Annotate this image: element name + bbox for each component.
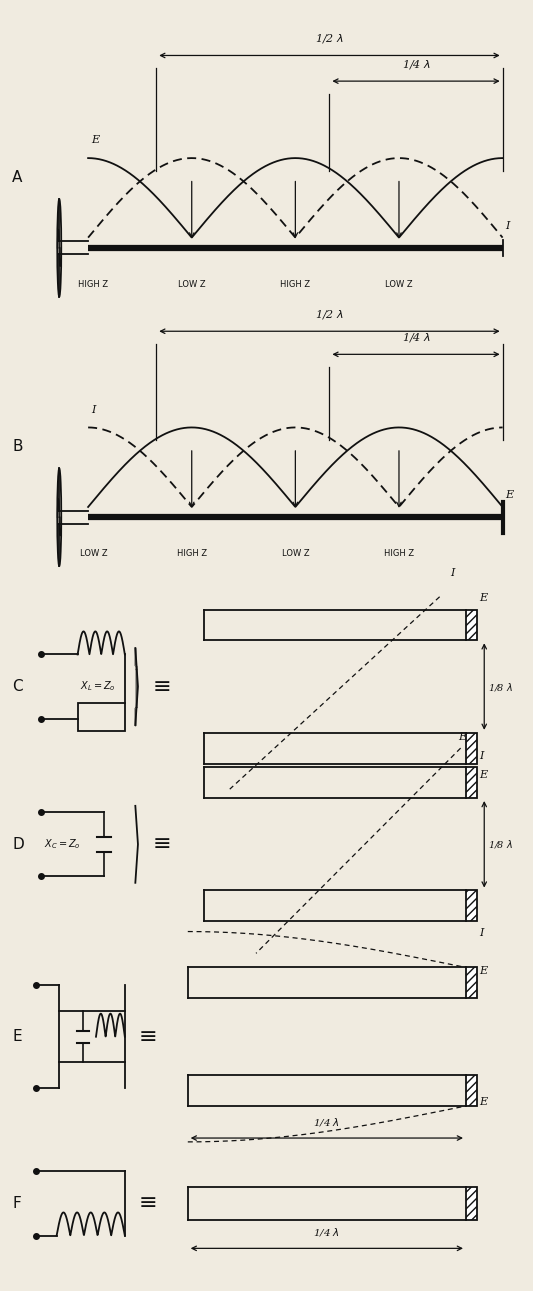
Bar xyxy=(466,1075,478,1106)
Text: I: I xyxy=(505,221,510,231)
Text: HIGH Z: HIGH Z xyxy=(384,549,414,558)
Text: 1/4 $\lambda$: 1/4 $\lambda$ xyxy=(401,58,431,71)
Text: $X_C = Z_o$: $X_C = Z_o$ xyxy=(44,838,80,851)
Bar xyxy=(466,767,478,798)
Text: HIGH Z: HIGH Z xyxy=(176,549,207,558)
Text: E: E xyxy=(458,732,466,742)
Text: ≡: ≡ xyxy=(139,1026,158,1047)
Text: 1/2 $\lambda$: 1/2 $\lambda$ xyxy=(315,32,344,45)
Text: LOW Z: LOW Z xyxy=(385,280,413,289)
Bar xyxy=(466,733,478,763)
Text: D: D xyxy=(12,837,24,852)
Bar xyxy=(466,609,478,640)
Text: $X_L = Z_o$: $X_L = Z_o$ xyxy=(80,679,116,693)
Text: A: A xyxy=(12,170,22,185)
Text: C: C xyxy=(12,679,23,695)
Text: 1/8 $\lambda$: 1/8 $\lambda$ xyxy=(488,680,513,692)
Text: HIGH Z: HIGH Z xyxy=(280,280,310,289)
Text: 1/8 $\lambda$: 1/8 $\lambda$ xyxy=(488,838,513,851)
Text: 1/4 $\lambda$: 1/4 $\lambda$ xyxy=(313,1226,341,1238)
Text: LOW Z: LOW Z xyxy=(178,280,206,289)
Text: I: I xyxy=(479,751,483,760)
Text: I: I xyxy=(91,404,95,414)
Text: F: F xyxy=(12,1195,21,1211)
Text: 1/2 $\lambda$: 1/2 $\lambda$ xyxy=(315,309,344,321)
Text: I: I xyxy=(479,928,483,937)
Text: E: E xyxy=(479,967,487,976)
Bar xyxy=(78,704,125,732)
Bar xyxy=(466,967,478,998)
Text: 1/4 $\lambda$: 1/4 $\lambda$ xyxy=(313,1115,341,1128)
Text: ≡: ≡ xyxy=(152,834,171,855)
Text: B: B xyxy=(12,439,22,454)
Text: E: E xyxy=(505,491,513,500)
Bar xyxy=(466,891,478,922)
Text: ≡: ≡ xyxy=(152,676,171,697)
Text: LOW Z: LOW Z xyxy=(79,549,107,558)
Text: 1/4 $\lambda$: 1/4 $\lambda$ xyxy=(401,330,431,345)
Text: E: E xyxy=(479,593,487,603)
Text: HIGH Z: HIGH Z xyxy=(78,280,108,289)
Text: E: E xyxy=(479,1097,487,1106)
Text: E: E xyxy=(479,769,487,780)
Text: E: E xyxy=(91,136,99,146)
Bar xyxy=(466,1186,478,1220)
Text: ≡: ≡ xyxy=(139,1193,158,1214)
Text: I: I xyxy=(450,568,455,577)
Text: LOW Z: LOW Z xyxy=(281,549,309,558)
Text: E: E xyxy=(12,1029,22,1044)
